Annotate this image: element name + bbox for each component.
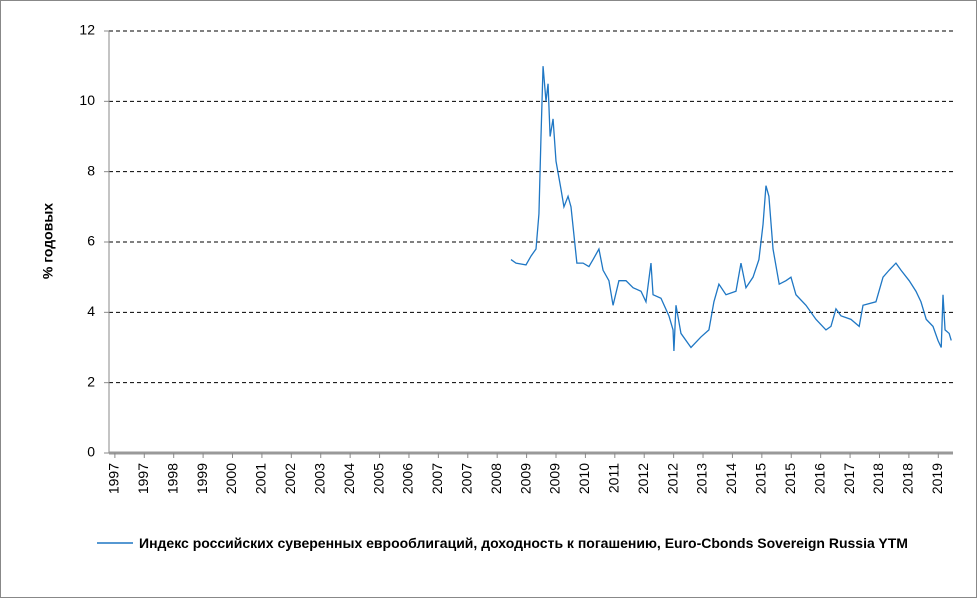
x-tick-label: 2012 bbox=[664, 463, 680, 494]
x-tick-label: 2001 bbox=[253, 463, 269, 494]
x-tick-label: 2009 bbox=[517, 463, 533, 494]
legend-label: Индекс российских суверенных еврооблигац… bbox=[139, 535, 908, 551]
x-tick-label: 2007 bbox=[458, 463, 474, 494]
y-axis-label: % годовых bbox=[40, 203, 56, 279]
x-tick-label: 1998 bbox=[164, 463, 180, 494]
x-tick-label: 2005 bbox=[370, 463, 386, 494]
x-tick-label: 2007 bbox=[429, 463, 445, 494]
y-tick-label: 2 bbox=[87, 373, 95, 389]
x-tick-label: 2003 bbox=[311, 463, 327, 494]
y-tick-label: 6 bbox=[87, 233, 95, 249]
x-tick-label: 2015 bbox=[782, 463, 798, 494]
x-tick-label: 1997 bbox=[135, 463, 151, 494]
x-tick-label: 2004 bbox=[341, 463, 357, 494]
y-tick-label: 8 bbox=[87, 162, 95, 178]
x-tick-label: 2015 bbox=[753, 463, 769, 494]
x-tick-label: 2002 bbox=[282, 463, 298, 494]
x-tick-label: 1997 bbox=[106, 463, 122, 494]
line-series bbox=[510, 66, 952, 352]
y-tick-label: 10 bbox=[79, 92, 95, 108]
x-tick-label: 2016 bbox=[811, 463, 827, 494]
x-tick-label: 2011 bbox=[606, 463, 622, 493]
x-tick-label: 2013 bbox=[694, 463, 710, 494]
y-tick-label: 0 bbox=[87, 444, 95, 460]
x-tick-label: 2018 bbox=[900, 463, 916, 494]
x-tick-label: 2008 bbox=[488, 463, 504, 494]
x-tick-label: 2009 bbox=[547, 463, 563, 494]
x-tick-label: 2012 bbox=[635, 463, 651, 494]
x-tick-label: 2000 bbox=[223, 463, 239, 494]
x-tick-label: 2010 bbox=[576, 463, 592, 494]
x-tick-label: 2014 bbox=[723, 463, 739, 494]
y-tick-label: 4 bbox=[87, 303, 95, 319]
x-tick-label: 2006 bbox=[400, 463, 416, 494]
x-tick-label: 2018 bbox=[870, 463, 886, 494]
x-tick-label: 2019 bbox=[929, 463, 945, 494]
x-tick-label: 1999 bbox=[194, 463, 210, 494]
x-tick-label: 2017 bbox=[841, 463, 857, 494]
y-tick-label: 12 bbox=[79, 22, 95, 38]
